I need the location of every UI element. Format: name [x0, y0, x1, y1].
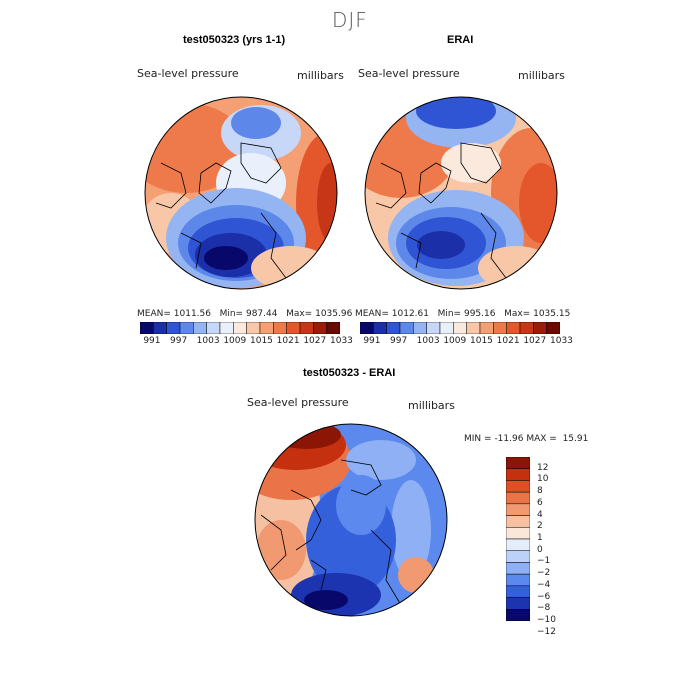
colorbar-tick-label: 1033 [330, 336, 353, 346]
colorbar-swatch [313, 322, 327, 334]
colorbar-tick-label: 10 [537, 474, 549, 485]
colorbar-swatch [479, 322, 494, 334]
colorbar-swatch [519, 322, 534, 334]
colorbar-tick-label: 4 [537, 509, 543, 520]
colorbar-tick-label: −4 [537, 579, 551, 590]
colorbar-swatch [193, 322, 207, 334]
panel1-title: test050323 (yrs 1-1) [183, 34, 286, 46]
panel1-variable-label: Sea-level pressure [137, 67, 239, 80]
panel3-variable-label: Sea-level pressure [247, 396, 349, 409]
colorbar-swatch [219, 322, 234, 334]
colorbar-swatch [286, 322, 301, 334]
colorbar-swatch [506, 527, 530, 540]
colorbar-swatch [506, 573, 530, 587]
colorbar-swatch [506, 457, 530, 469]
colorbar-swatch [426, 322, 441, 334]
colorbar-tick-label: 991 [363, 336, 381, 346]
panel2-variable-label: Sea-level pressure [358, 67, 460, 80]
colorbar-tick-label: 1021 [276, 336, 300, 346]
colorbar-swatch [506, 503, 530, 516]
colorbar-swatch [506, 491, 530, 505]
colorbar-tick-label: 2 [537, 521, 543, 532]
colorbar-swatch [399, 322, 414, 334]
panel3-title: test050323 - ERAI [303, 367, 396, 379]
colorbar-swatch [259, 322, 274, 334]
colorbar-swatch [179, 322, 194, 334]
panel2-stats: MEAN= 1012.61 Min= 995.16 Max= 1035.15 [355, 309, 571, 319]
colorbar-tick-label: 0 [537, 544, 543, 555]
panel1-units-label: millibars [297, 69, 344, 82]
figure-title: DJF [332, 8, 368, 32]
colorbar-swatch [533, 322, 547, 334]
colorbar-tick-label: 997 [170, 336, 188, 346]
colorbar-tick-label: 1003 [196, 336, 220, 346]
colorbar-swatch [360, 322, 374, 334]
colorbar-swatch [413, 322, 427, 334]
colorbar-swatch [233, 322, 247, 334]
colorbar-tick-label: 1021 [496, 336, 520, 346]
colorbar-tick-label: 997 [390, 336, 408, 346]
colorbar-swatch [493, 322, 507, 334]
colorbar-swatch [439, 322, 454, 334]
colorbar-swatch [153, 322, 167, 334]
colorbar-tick-label: 12 [537, 462, 549, 473]
colorbar-swatch [299, 322, 314, 334]
colorbar-swatch [546, 322, 560, 334]
colorbar-tick-label: 1 [537, 533, 543, 543]
colorbar-tick-label: −6 [537, 591, 551, 602]
colorbar-tick-label: 1015 [250, 336, 273, 346]
colorbar-tick-label: 1009 [223, 336, 247, 346]
panel1-colorbar [140, 322, 340, 334]
colorbar-swatch [506, 322, 521, 334]
colorbar-swatch [386, 322, 401, 334]
colorbar-tick-label: −8 [537, 603, 551, 614]
panel2-polar-map [364, 96, 558, 290]
colorbar-tick-label: −1 [537, 556, 551, 567]
panel3-polar-map [254, 423, 448, 617]
colorbar-swatch [246, 322, 261, 334]
panel3-colorbar [506, 457, 530, 621]
panel3-units-label: millibars [408, 399, 455, 412]
colorbar-swatch [506, 480, 530, 493]
colorbar-swatch [506, 597, 530, 610]
panel1-polar-map [144, 96, 338, 290]
colorbar-tick-label: −2 [537, 568, 551, 579]
colorbar-swatch [166, 322, 181, 334]
colorbar-tick-label: 1027 [303, 336, 327, 346]
colorbar-tick-label: 1027 [523, 336, 547, 346]
panel1-stats: MEAN= 1011.56 Min= 987.44 Max= 1035.96 [137, 309, 353, 319]
colorbar-tick-label: 1009 [443, 336, 467, 346]
colorbar-swatch [273, 322, 287, 334]
colorbar-swatch [326, 322, 340, 334]
colorbar-swatch [506, 515, 530, 528]
panel2-units-label: millibars [518, 69, 565, 82]
colorbar-swatch [466, 322, 481, 334]
colorbar-swatch [506, 609, 530, 621]
colorbar-swatch [506, 550, 530, 563]
colorbar-tick-label: −10 [537, 615, 556, 625]
panel2-colorbar [360, 322, 560, 334]
colorbar-swatch [140, 322, 154, 334]
colorbar-tick-label: 1033 [550, 336, 573, 346]
panel3-stats: MIN = -11.96 MAX = 15.91 [464, 434, 589, 444]
colorbar-tick-label: 1003 [416, 336, 440, 346]
colorbar-tick-label: 991 [143, 336, 161, 346]
colorbar-tick-label: 1015 [470, 336, 493, 346]
colorbar-tick-label: 8 [537, 486, 543, 497]
colorbar-tick-label: −12 [537, 626, 556, 637]
colorbar-swatch [506, 562, 530, 575]
colorbar-swatch [506, 538, 530, 551]
colorbar-swatch [206, 322, 221, 334]
colorbar-swatch [373, 322, 387, 334]
colorbar-swatch [453, 322, 467, 334]
panel3-colorbar-labels: 12 10 8 6 4 2 1 0 −1 −2 −4 −6 −8 −10 −12 [537, 457, 577, 637]
panel2-title: ERAI [447, 34, 474, 46]
colorbar-tick-label: 6 [537, 497, 543, 508]
colorbar-swatch [506, 468, 530, 481]
colorbar-swatch [506, 585, 530, 598]
